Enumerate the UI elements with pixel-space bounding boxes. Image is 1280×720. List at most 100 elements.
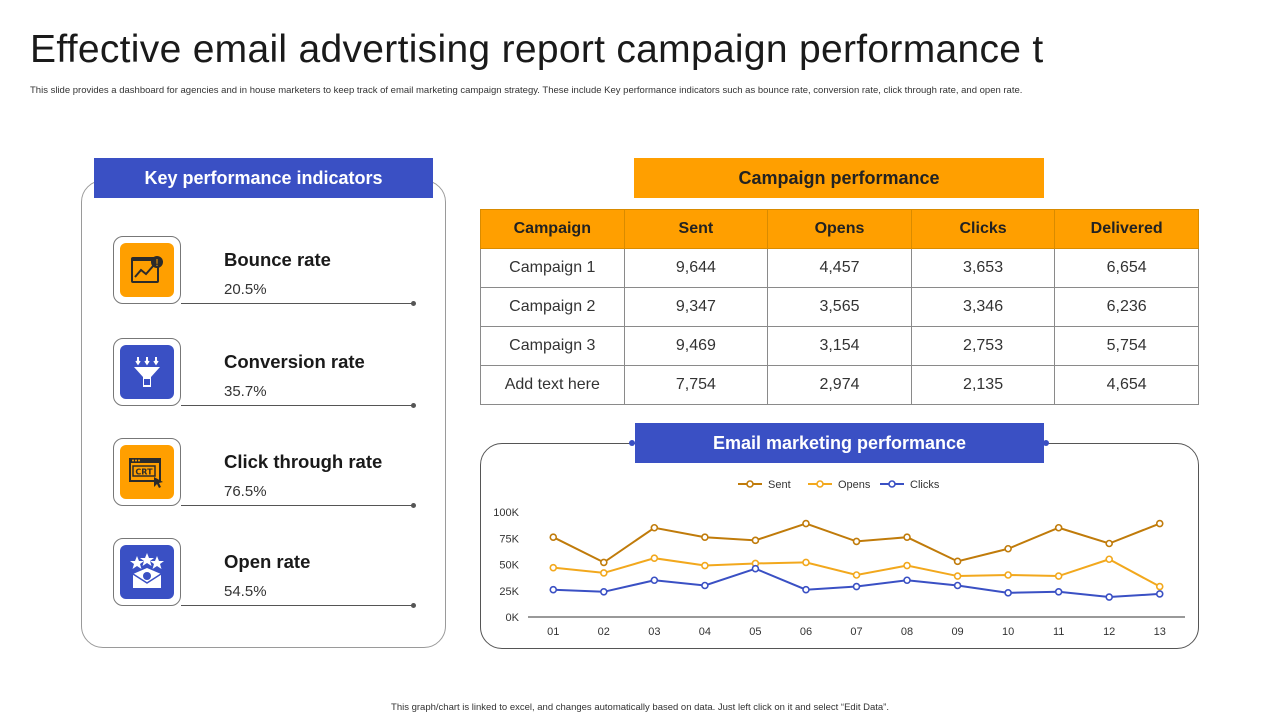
x-tick-label: 07 (850, 626, 862, 638)
kpi-icon-box (113, 538, 181, 606)
kpi-value: 20.5% (224, 281, 267, 298)
data-point-clicks (549, 585, 558, 594)
kpi-open-rate: Open rate 54.5% (113, 538, 423, 608)
table-cell: 3,346 (910, 287, 1056, 327)
kpi-divider (181, 505, 414, 506)
table-cell: 9,347 (623, 287, 769, 327)
kpi-header: Key performance indicators (94, 158, 433, 198)
kpi-label: Open rate (224, 551, 311, 572)
table-cell: 4,654 (1054, 365, 1199, 405)
x-tick-label: 05 (749, 626, 761, 638)
svg-text:CRT: CRT (135, 468, 153, 477)
x-tick-label: 08 (901, 626, 913, 638)
x-tick-label: 04 (699, 626, 711, 638)
kpi-label: Conversion rate (224, 351, 365, 372)
data-point-sent (802, 519, 810, 528)
column-header: Opens (767, 209, 912, 249)
x-tick-label: 06 (800, 626, 812, 638)
kpi-divider (181, 605, 414, 606)
campaign-table: Campaign Sent Opens Clicks Delivered Cam… (480, 209, 1199, 405)
table-cell: 3,653 (910, 248, 1056, 288)
table-cell: 2,974 (767, 365, 912, 405)
table-cell: Add text here (480, 365, 625, 405)
data-point-opens (1004, 571, 1012, 579)
x-tick-label: 10 (1002, 626, 1014, 638)
open-mail-icon (120, 545, 174, 599)
email-performance-chart: 0K 25K 50K 75K 100K 01 02 03 04 05 06 07 08 09 10 11 12 1… (493, 479, 1185, 638)
connector-dot (1043, 440, 1049, 446)
data-point-clicks (953, 581, 962, 590)
x-tick-label: 11 (1053, 626, 1064, 638)
x-tick-label: 02 (598, 626, 610, 638)
table-cell: 7,754 (623, 365, 769, 405)
legend-marker (888, 480, 896, 488)
data-point-clicks (852, 582, 861, 591)
data-point-sent (852, 537, 861, 546)
kpi-bounce-rate: ! Bounce rate 20.5% (113, 236, 423, 306)
kpi-click-through-rate: CRT Click through rate 76.5% (113, 438, 423, 508)
data-point-sent (1155, 519, 1164, 528)
data-point-opens (650, 554, 659, 562)
data-point-clicks (1054, 588, 1063, 596)
data-point-clicks (1004, 589, 1012, 597)
campaign-header: Campaign performance (634, 158, 1044, 198)
column-header: Sent (623, 209, 769, 249)
y-tick-label: 75K (499, 533, 519, 545)
data-point-sent (701, 533, 709, 541)
data-point-clicks (802, 585, 810, 594)
legend-marker (816, 480, 824, 488)
connector-dot (629, 440, 635, 446)
footer-note: This graph/chart is linked to excel, and… (391, 702, 889, 713)
data-point-opens (802, 558, 810, 567)
data-point-sent (549, 533, 558, 541)
data-point-clicks (650, 576, 659, 585)
data-point-opens (953, 572, 962, 580)
table-cell: 5,754 (1054, 326, 1199, 366)
column-header: Clicks (910, 209, 1056, 249)
kpi-icon-box: ! (113, 236, 181, 304)
data-point-sent (751, 536, 760, 545)
data-point-sent (600, 558, 608, 567)
table-row: Campaign 3 9,469 3,154 2,753 5,754 (480, 326, 1199, 366)
legend-label: Clicks (910, 479, 940, 491)
data-point-opens (701, 561, 709, 570)
kpi-value: 54.5% (224, 583, 267, 600)
svg-text:!: ! (155, 258, 159, 269)
table-row: Campaign 1 9,644 4,457 3,653 6,654 (480, 248, 1199, 288)
table-cell: 9,644 (623, 248, 769, 288)
data-point-opens (600, 569, 608, 577)
data-point-sent (1004, 544, 1012, 553)
data-point-opens (549, 563, 558, 572)
kpi-conversion-rate: Conversion rate 35.7% (113, 338, 423, 408)
kpi-divider-dot (411, 403, 416, 408)
y-tick-label: 0K (506, 612, 520, 624)
x-tick-label: 13 (1154, 626, 1166, 638)
legend-label: Opens (838, 479, 871, 491)
kpi-divider-dot (411, 301, 416, 306)
table-row: Add text here 7,754 2,974 2,135 4,654 (480, 365, 1199, 405)
data-point-clicks (600, 588, 608, 596)
data-point-sent (903, 533, 911, 541)
data-point-clicks (751, 564, 760, 573)
kpi-label: Click through rate (224, 451, 383, 472)
kpi-divider (181, 405, 414, 406)
data-point-sent (1105, 539, 1113, 548)
column-header: Campaign (480, 209, 625, 249)
data-point-opens (1155, 582, 1164, 591)
table-row: Campaign 2 9,347 3,565 3,346 6,236 (480, 287, 1199, 327)
table-cell: 4,457 (767, 248, 912, 288)
column-header: Delivered (1054, 209, 1199, 249)
x-tick-label: 12 (1103, 626, 1115, 638)
page-subtitle: This slide provides a dashboard for agen… (30, 85, 1023, 96)
data-point-sent (650, 523, 659, 532)
table-cell: 2,135 (910, 365, 1056, 405)
table-cell: Campaign 2 (480, 287, 625, 327)
data-point-clicks (903, 576, 911, 585)
data-point-clicks (1155, 590, 1164, 598)
data-point-opens (852, 571, 861, 579)
data-point-opens (1105, 555, 1113, 564)
y-tick-label: 25K (499, 586, 519, 598)
table-cell: Campaign 1 (480, 248, 625, 288)
table-cell: 9,469 (623, 326, 769, 366)
kpi-icon-box: CRT (113, 438, 181, 506)
